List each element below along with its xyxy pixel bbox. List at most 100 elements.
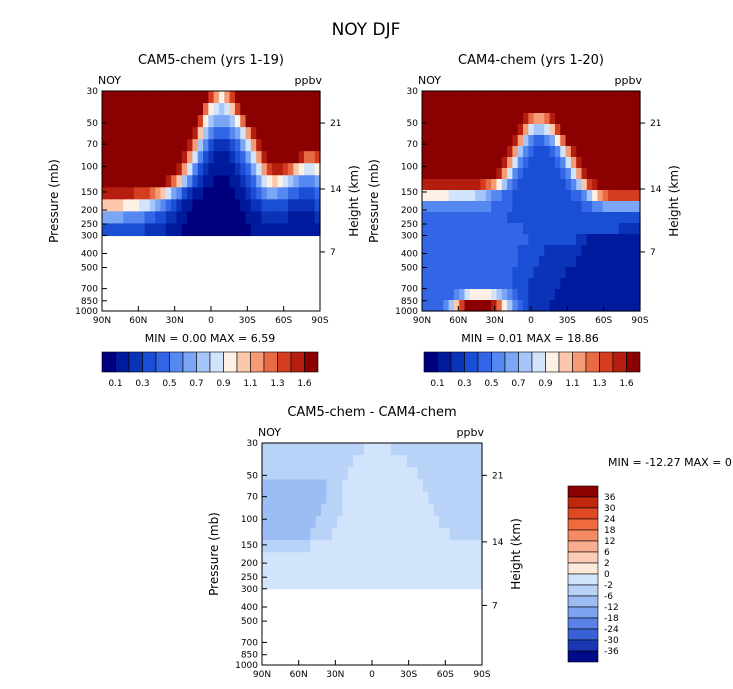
contour-cell bbox=[549, 278, 556, 290]
contour-cell bbox=[460, 564, 467, 578]
contour-cell bbox=[554, 157, 561, 169]
contour-cell bbox=[266, 139, 273, 152]
contour-cell bbox=[278, 467, 285, 481]
contour-cell bbox=[469, 157, 476, 169]
contour-cell bbox=[439, 564, 446, 578]
contour-cell bbox=[480, 245, 487, 257]
y-tick-label: 150 bbox=[241, 541, 258, 551]
contour-cell bbox=[192, 175, 199, 188]
contour-cell bbox=[476, 467, 483, 481]
contour-cell bbox=[437, 300, 444, 312]
contour-cell bbox=[544, 157, 551, 169]
contour-cell bbox=[629, 300, 636, 312]
contour-cell bbox=[160, 187, 167, 200]
contour-cell bbox=[443, 234, 450, 246]
contour-cell bbox=[629, 234, 636, 246]
colorbar-swatch bbox=[567, 562, 599, 575]
contour-cell bbox=[538, 212, 545, 224]
contour-cell bbox=[299, 503, 306, 517]
contour-cell bbox=[469, 135, 476, 147]
contour-cell bbox=[465, 491, 472, 505]
contour-cell bbox=[613, 223, 620, 235]
colorbar-swatch bbox=[567, 507, 599, 520]
contour-cell bbox=[554, 212, 561, 224]
contour-cell bbox=[262, 467, 268, 481]
contour-cell bbox=[602, 102, 609, 114]
contour-cell bbox=[517, 113, 524, 125]
contour-cell bbox=[203, 199, 209, 212]
contour-cell bbox=[471, 503, 478, 517]
contour-cell bbox=[512, 157, 519, 169]
contour-cell bbox=[464, 256, 471, 268]
contour-cell bbox=[512, 146, 519, 158]
contour-cell bbox=[314, 211, 321, 225]
contour-cell bbox=[310, 503, 317, 517]
contour-cell bbox=[448, 157, 455, 169]
contour-cell bbox=[512, 267, 519, 279]
contour-cell bbox=[501, 267, 508, 279]
contour-cell bbox=[576, 278, 583, 290]
contour-cell bbox=[597, 102, 604, 114]
contour-cell bbox=[112, 211, 119, 225]
contour-cell bbox=[326, 503, 333, 517]
contour-cell bbox=[160, 103, 167, 116]
contour-cell bbox=[380, 576, 387, 590]
y-axis-label: Pressure (mb) bbox=[47, 159, 61, 243]
contour-cell bbox=[624, 267, 630, 279]
contour-cell bbox=[437, 223, 444, 235]
colorbar-label: -30 bbox=[604, 636, 619, 646]
contour-cell bbox=[544, 212, 551, 224]
contour-cell bbox=[315, 503, 322, 517]
contour-cell bbox=[149, 151, 156, 164]
contour-cell bbox=[406, 564, 413, 578]
contour-cell bbox=[218, 91, 225, 104]
contour-cell bbox=[448, 223, 455, 235]
contour-cell bbox=[602, 256, 609, 268]
contour-cell bbox=[187, 103, 193, 116]
contour-cell bbox=[314, 91, 321, 104]
y2-axis-label: Height (km) bbox=[509, 518, 523, 589]
contour-cell bbox=[412, 515, 419, 529]
contour-cell bbox=[353, 491, 360, 505]
contour-cell bbox=[602, 278, 609, 290]
contour-cell bbox=[507, 102, 513, 114]
contour-cell bbox=[597, 157, 604, 169]
contour-cell bbox=[586, 168, 593, 180]
contour-cell bbox=[218, 103, 225, 116]
contour-cell bbox=[560, 179, 567, 191]
contour-cell bbox=[165, 127, 172, 140]
contour-cell bbox=[448, 135, 455, 147]
contour-cell bbox=[618, 201, 625, 213]
contour-cell bbox=[342, 491, 349, 505]
contour-cell bbox=[517, 179, 524, 191]
contour-cell bbox=[437, 234, 444, 246]
contour-cell bbox=[427, 146, 434, 158]
contour-cell bbox=[288, 187, 295, 200]
contour-cell bbox=[374, 576, 381, 590]
contour-cell bbox=[460, 443, 467, 456]
contour-cell bbox=[618, 179, 625, 191]
contour-cell bbox=[309, 223, 316, 237]
contour-cell bbox=[613, 289, 620, 301]
colorbar-label: -2 bbox=[604, 581, 613, 591]
contour-cell bbox=[485, 201, 492, 213]
contour-cell bbox=[460, 515, 467, 529]
contour-cell bbox=[608, 245, 615, 257]
contour-cell bbox=[602, 113, 609, 125]
colorbar-swatch bbox=[567, 595, 599, 608]
contour-cell bbox=[634, 168, 641, 180]
contour-cell bbox=[592, 124, 599, 136]
contour-cell bbox=[476, 479, 483, 493]
contour-cell bbox=[523, 113, 529, 125]
contour-cell bbox=[597, 190, 604, 202]
contour-cell bbox=[455, 564, 462, 578]
contour-cell bbox=[337, 576, 344, 590]
contour-cell bbox=[128, 211, 135, 225]
contour-cell bbox=[439, 443, 446, 456]
y2-axis-label: Height (km) bbox=[667, 165, 681, 236]
colorbar-swatch bbox=[599, 351, 614, 373]
contour-cell bbox=[304, 199, 310, 212]
contour-cell bbox=[293, 91, 300, 104]
contour-cell bbox=[523, 289, 529, 301]
contour-cell bbox=[128, 223, 135, 237]
